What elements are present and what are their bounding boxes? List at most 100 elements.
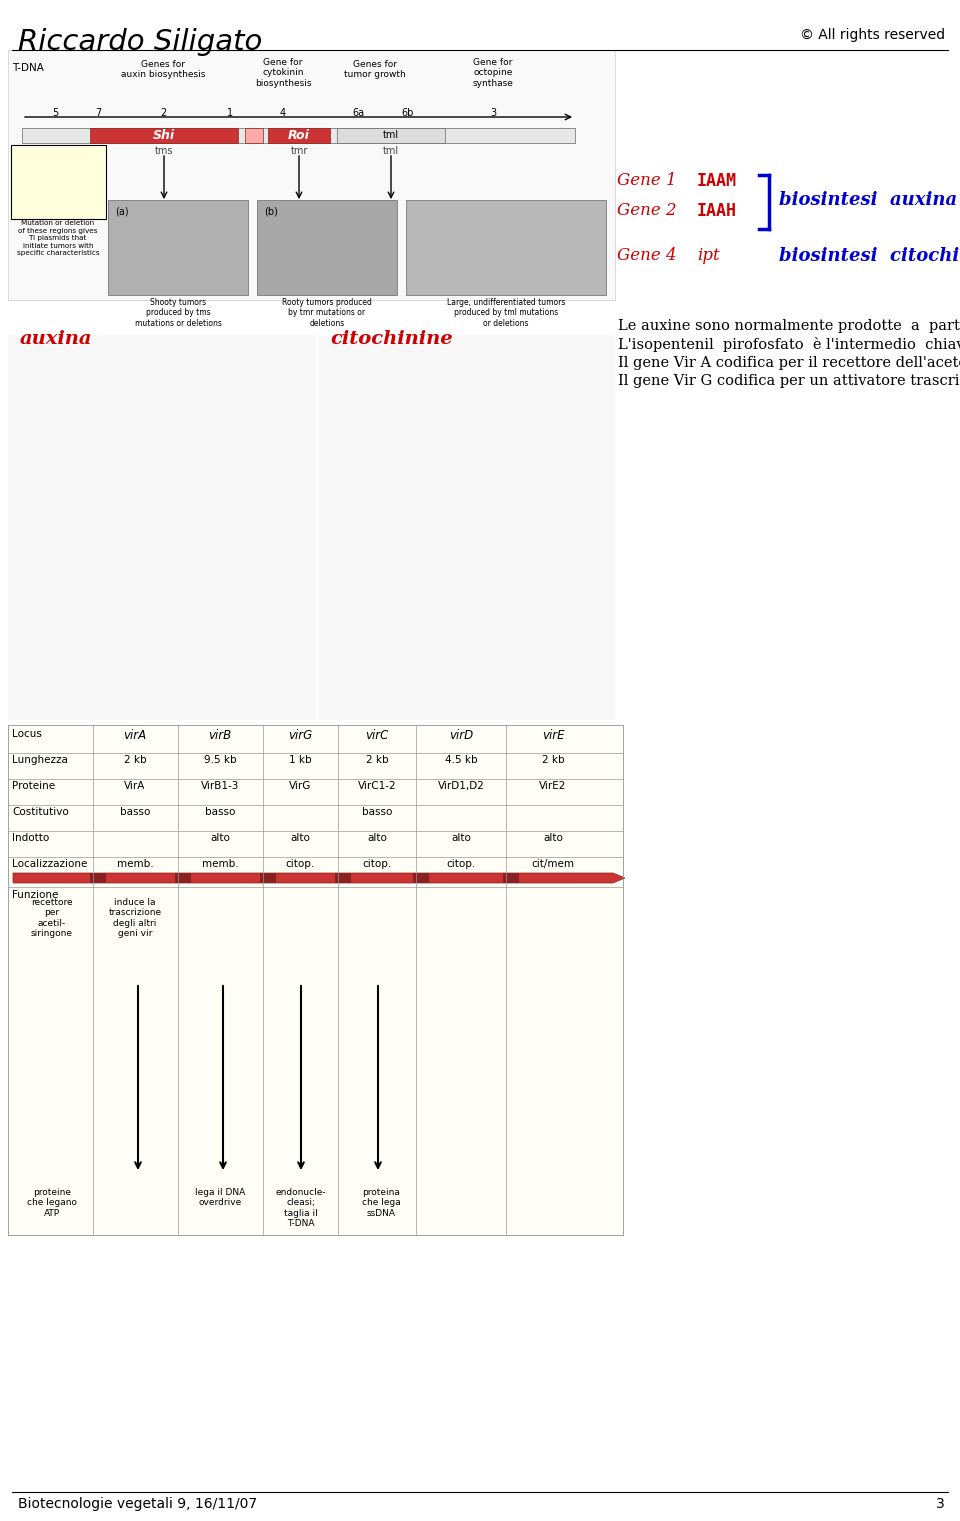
Text: virB: virB: [208, 729, 231, 742]
Bar: [8, 726, 623, 1235]
Text: Rooty tumors produced
by tmr mutations or
deletions: Rooty tumors produced by tmr mutations o…: [282, 298, 372, 329]
Text: Gene 1: Gene 1: [617, 172, 677, 189]
Text: 9.5 kb: 9.5 kb: [204, 754, 236, 765]
Text: Gene 2: Gene 2: [617, 202, 677, 219]
Text: 3: 3: [936, 1497, 945, 1510]
Text: basso: basso: [362, 808, 393, 817]
Text: Costitutivo: Costitutivo: [12, 808, 69, 817]
Text: auxina: auxina: [20, 330, 92, 348]
Text: VirE2: VirE2: [540, 780, 566, 791]
Text: 4: 4: [280, 108, 286, 119]
Text: Funzione: Funzione: [12, 890, 59, 900]
Text: memb.: memb.: [117, 859, 154, 868]
Text: VirB1-3: VirB1-3: [201, 780, 239, 791]
Text: virE: virE: [541, 729, 564, 742]
Bar: [8, 335, 316, 719]
Text: proteine
che legano
ATP: proteine che legano ATP: [27, 1188, 77, 1218]
Text: Mutation or deletion
of these regions gives
Ti plasmids that
initiate tumors wit: Mutation or deletion of these regions gi…: [16, 221, 99, 256]
Text: 3: 3: [490, 108, 496, 119]
Bar: [260, 873, 276, 884]
Text: induce la
trascrizione
degli altri
geni vir: induce la trascrizione degli altri geni …: [108, 897, 161, 938]
Text: virD: virD: [449, 729, 473, 742]
Bar: [257, 199, 397, 295]
Text: basso: basso: [120, 808, 150, 817]
Bar: [318, 335, 615, 719]
Bar: [503, 873, 519, 884]
FancyBboxPatch shape: [11, 144, 106, 219]
Text: alto: alto: [367, 834, 387, 843]
Text: 2 kb: 2 kb: [124, 754, 146, 765]
Text: ipt: ipt: [697, 246, 720, 265]
Bar: [90, 873, 106, 884]
Text: 1 kb: 1 kb: [289, 754, 311, 765]
Text: citop.: citop.: [285, 859, 315, 868]
Text: Locus: Locus: [12, 729, 42, 739]
Text: 1: 1: [227, 108, 233, 119]
Text: biosintesi  auxina: biosintesi auxina: [779, 192, 957, 208]
Text: 6a: 6a: [352, 108, 364, 119]
Text: biosintesi  citochinine: biosintesi citochinine: [779, 246, 960, 265]
Text: VirG: VirG: [289, 780, 311, 791]
Text: Shi: Shi: [153, 129, 175, 141]
Bar: [413, 873, 429, 884]
Text: Biotecnologie vegetali 9, 16/11/07: Biotecnologie vegetali 9, 16/11/07: [18, 1497, 257, 1510]
Text: tms: tms: [155, 146, 173, 157]
Text: 6b: 6b: [402, 108, 414, 119]
Text: alto: alto: [543, 834, 563, 843]
Bar: [22, 128, 575, 143]
Text: IAAM: IAAM: [697, 172, 737, 190]
Text: Roi: Roi: [288, 129, 310, 141]
Text: 5: 5: [52, 108, 59, 119]
Text: 7: 7: [95, 108, 101, 119]
Bar: [90, 128, 238, 143]
Text: tml: tml: [383, 131, 399, 140]
Text: virA: virA: [124, 729, 147, 742]
Text: 4.5 kb: 4.5 kb: [444, 754, 477, 765]
Text: citop.: citop.: [446, 859, 475, 868]
Text: Gene for
cytokinin
biosynthesis: Gene for cytokinin biosynthesis: [254, 58, 311, 88]
Text: © All rights reserved: © All rights reserved: [800, 27, 945, 43]
Text: cit/mem: cit/mem: [532, 859, 574, 868]
Text: (a): (a): [115, 207, 129, 218]
Text: endonucle-
cleasi;
taglia il
T-DNA: endonucle- cleasi; taglia il T-DNA: [276, 1188, 326, 1227]
Text: Genes for
auxin biosynthesis: Genes for auxin biosynthesis: [121, 59, 205, 79]
Text: VirD1,D2: VirD1,D2: [438, 780, 485, 791]
Text: memb.: memb.: [202, 859, 238, 868]
Text: VirA: VirA: [124, 780, 146, 791]
Text: lega il DNA
overdrive: lega il DNA overdrive: [195, 1188, 245, 1208]
Text: proteina
che lega
ssDNA: proteina che lega ssDNA: [362, 1188, 400, 1218]
Text: Shooty tumors
produced by tms
mutations or deletions: Shooty tumors produced by tms mutations …: [134, 298, 222, 329]
Text: VirC1-2: VirC1-2: [358, 780, 396, 791]
Bar: [245, 128, 263, 143]
Text: tmr: tmr: [290, 146, 308, 157]
Text: Riccardo Siligato: Riccardo Siligato: [18, 27, 262, 56]
Text: 2: 2: [160, 108, 166, 119]
Text: T-DNA: T-DNA: [12, 62, 44, 73]
Text: Gene 4: Gene 4: [617, 246, 677, 265]
Text: Genes for
tumor growth: Genes for tumor growth: [344, 59, 406, 79]
Text: virC: virC: [366, 729, 389, 742]
Text: alto: alto: [290, 834, 310, 843]
Bar: [175, 873, 191, 884]
Text: 2 kb: 2 kb: [541, 754, 564, 765]
Bar: [335, 873, 351, 884]
Text: (b): (b): [264, 207, 277, 218]
Text: tml: tml: [383, 146, 399, 157]
Text: alto: alto: [210, 834, 230, 843]
Bar: [108, 199, 248, 295]
Text: alto: alto: [451, 834, 471, 843]
Text: Indotto: Indotto: [12, 834, 49, 843]
Text: IAAH: IAAH: [697, 202, 737, 221]
FancyArrow shape: [13, 873, 625, 884]
Text: Gene for
octopine
synthase: Gene for octopine synthase: [472, 58, 514, 88]
Text: basso: basso: [204, 808, 235, 817]
Text: citop.: citop.: [362, 859, 392, 868]
Bar: [268, 128, 330, 143]
Text: Lunghezza: Lunghezza: [12, 754, 68, 765]
Text: 2 kb: 2 kb: [366, 754, 388, 765]
Text: Large, undifferentiated tumors
produced by tml mutations
or deletions: Large, undifferentiated tumors produced …: [446, 298, 565, 329]
Text: recettore
per
acetil-
siringone: recettore per acetil- siringone: [31, 897, 73, 938]
Text: citochinine: citochinine: [330, 330, 452, 348]
Text: Localizzazione: Localizzazione: [12, 859, 87, 868]
Text: virG: virG: [288, 729, 312, 742]
